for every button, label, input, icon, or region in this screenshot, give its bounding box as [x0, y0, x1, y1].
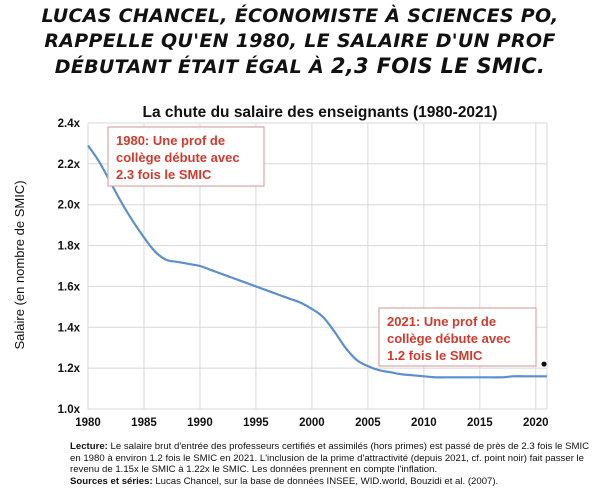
- lecture-text: Le salaire brut d'entrée des professeurs…: [70, 441, 590, 475]
- chart-title: La chute du salaire des enseignants (198…: [143, 104, 498, 121]
- annotation-line: 1980: Une prof de: [116, 133, 225, 148]
- annotation-line: 2.3 fois le SMIC: [116, 167, 212, 182]
- annotation-line: 2021: Une prof de: [387, 314, 496, 329]
- annotation-box: 2021: Une prof de collège débute avec 1.2 …: [378, 307, 537, 367]
- headline-text: Lucas Chancel, économiste à Sciences Po,…: [41, 5, 559, 78]
- annotation-frame: [107, 126, 265, 187]
- y-tick-label: 1.0x: [58, 404, 81, 416]
- x-tick-label: 1995: [243, 417, 269, 429]
- y-tick-label: 1.4x: [58, 322, 81, 334]
- headline-emphasis: 2,3 fois le SMIC.: [330, 54, 546, 78]
- sources-text: Lucas Chancel, sur la base de données IN…: [152, 475, 499, 487]
- caption: Lecture: Le salaire brut d'entrée des pr…: [70, 441, 590, 487]
- y-tick-label: 1.8x: [58, 241, 81, 253]
- annotation-line: 1.2 fois le SMIC: [387, 348, 483, 363]
- annotation-box: 1980: Une prof de collège débute avec 2.3 …: [107, 126, 265, 187]
- annotation-frame: [378, 307, 537, 367]
- lecture-label: Lecture:: [70, 441, 108, 452]
- headline: Lucas Chancel, économiste à Sciences Po,…: [0, 4, 600, 80]
- x-tick-label: 2020: [523, 417, 549, 429]
- y-tick-label: 1.2x: [58, 363, 81, 375]
- series-line: [87, 144, 547, 379]
- x-tick-label: 2005: [355, 417, 381, 429]
- sources-label: Sources et séries:: [70, 475, 153, 487]
- y-tick-label: 2.0x: [58, 200, 81, 212]
- x-tick-label: 1980: [75, 417, 101, 429]
- tick-labels: 1.0x 1.2x 1.4x 1.6x 1.8x 2.0x 2.2x 2.4x 1980 1985…: [58, 118, 549, 429]
- annotations: 1980: Une prof de collège débute avec 2.3 …: [107, 126, 537, 367]
- y-axis-label: Salaire (en nombre de SMIC): [12, 180, 27, 349]
- data-point: [541, 361, 547, 367]
- y-tick-label: 1.6x: [58, 281, 81, 293]
- x-tick-label: 1990: [187, 417, 213, 429]
- x-tick-label: 2000: [299, 417, 325, 429]
- annotation-line: collège débute avec: [387, 331, 511, 346]
- y-tick-label: 2.2x: [58, 159, 81, 171]
- x-tick-label: 2015: [467, 417, 493, 429]
- series-layer: [87, 144, 547, 379]
- annotation-line: collège débute avec: [116, 150, 240, 165]
- y-tick-label: 2.4x: [58, 118, 81, 130]
- x-tick-label: 2010: [411, 417, 437, 429]
- x-tick-label: 1985: [131, 417, 157, 429]
